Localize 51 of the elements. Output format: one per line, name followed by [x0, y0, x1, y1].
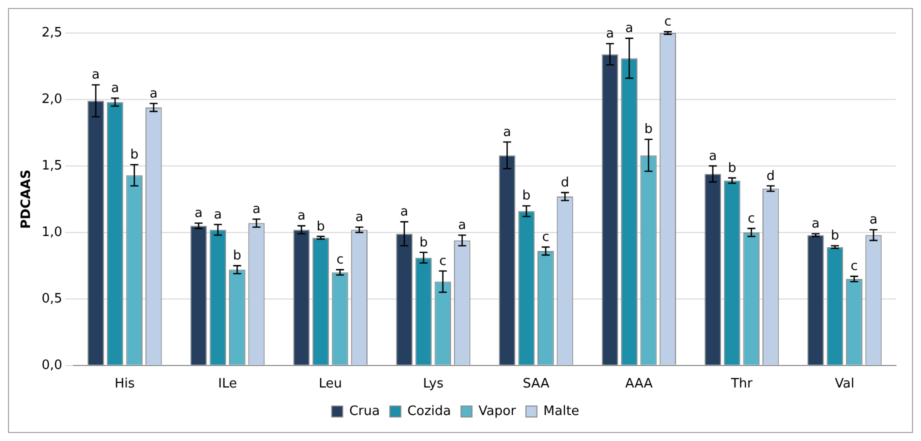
data-label: c — [439, 254, 446, 269]
data-label: a — [458, 218, 466, 233]
data-label: a — [355, 210, 364, 225]
data-label: a — [194, 206, 203, 222]
data-label: a — [92, 68, 100, 83]
data-label: b — [728, 160, 736, 176]
y-axis-title: PDCAAS — [19, 170, 34, 229]
legend-label: Crua — [349, 404, 380, 419]
data-label: d — [560, 175, 570, 190]
y-tick-label: 2,5 — [42, 25, 62, 40]
legend-label: Malte — [543, 404, 580, 419]
x-tick-label: AAA — [625, 376, 653, 392]
y-tick-label: 0,0 — [42, 358, 62, 373]
x-tick-label: Val — [834, 376, 854, 392]
data-label: a — [150, 86, 158, 102]
legend-label: Vapor — [478, 404, 517, 419]
data-label: c — [748, 211, 755, 226]
x-tick-label: Thr — [730, 376, 754, 392]
y-tick-label: 2,0 — [42, 92, 62, 107]
data-label: b — [419, 235, 428, 250]
data-label: b — [316, 219, 325, 234]
data-label: a — [400, 204, 408, 220]
x-tick-label: His — [114, 376, 135, 392]
data-label: c — [336, 252, 344, 268]
x-tick-label: ILe — [218, 376, 237, 392]
data-label: c — [542, 230, 550, 245]
x-tick-label: Leu — [318, 376, 342, 392]
data-label: b — [233, 248, 242, 264]
data-label: b — [644, 122, 653, 138]
data-label: d — [766, 168, 775, 184]
data-label: a — [625, 21, 634, 36]
legend-label: Cozida — [407, 404, 452, 419]
x-tick-label: Lys — [422, 376, 444, 392]
y-tick-label: 1,0 — [42, 224, 62, 240]
data-label: a — [708, 148, 717, 164]
data-label: b — [130, 148, 138, 163]
data-label: a — [111, 81, 120, 96]
data-label: a — [214, 207, 222, 222]
data-label: a — [606, 26, 614, 42]
data-label: a — [252, 202, 260, 218]
data-label: b — [522, 188, 531, 204]
data-label: a — [870, 212, 878, 228]
y-tick-label: 1,5 — [42, 158, 62, 174]
data-label: a — [812, 216, 820, 232]
data-label: c — [664, 14, 672, 30]
data-label: c — [850, 259, 858, 274]
y-tick-label: 0,5 — [42, 291, 62, 306]
data-label: a — [503, 124, 512, 140]
x-tick-label: SAA — [522, 376, 550, 392]
data-label: b — [830, 228, 840, 244]
data-label: a — [297, 208, 306, 224]
